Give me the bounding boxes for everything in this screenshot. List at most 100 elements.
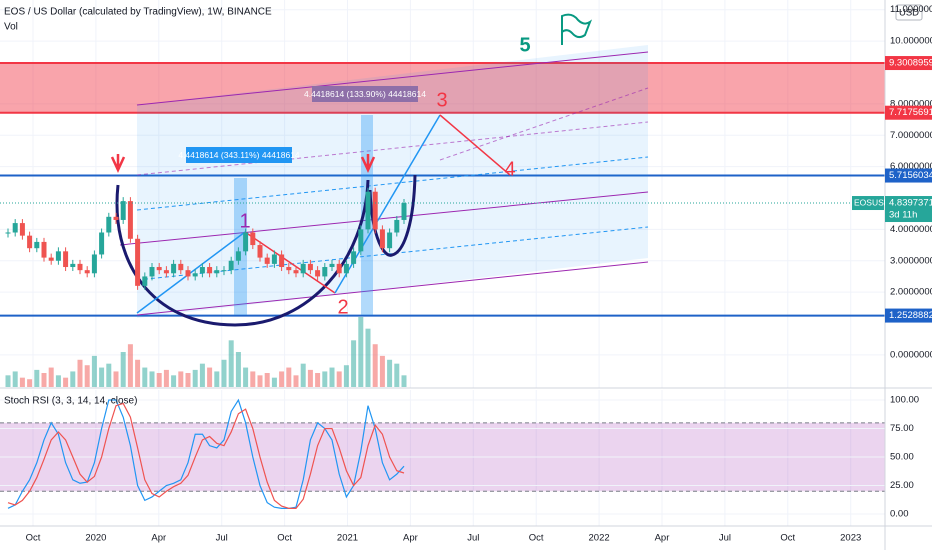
currency-button[interactable]	[895, 4, 923, 21]
volume-bar	[250, 371, 256, 387]
volume-bar	[221, 359, 227, 387]
volume-bar	[70, 371, 76, 387]
volume-bar	[41, 373, 47, 387]
x-tick-label: Jul	[467, 533, 479, 544]
candle	[41, 241, 47, 258]
candle	[264, 257, 270, 264]
candle	[351, 251, 357, 264]
candle	[307, 263, 313, 271]
rsi-tick-label: 100.00	[890, 395, 919, 406]
volume-bar	[19, 377, 25, 387]
candle	[365, 191, 371, 230]
volume-bar	[394, 363, 400, 387]
y-tick-label: 3.0000000	[890, 255, 932, 266]
candle	[387, 232, 393, 249]
candle	[379, 229, 385, 249]
wave-label: 2	[337, 296, 348, 318]
volume-bar	[84, 365, 90, 387]
candle	[127, 201, 133, 239]
candle	[271, 254, 277, 264]
candle	[163, 270, 169, 274]
measure-label: 4.4418614 (343.11%) 44418614	[178, 150, 300, 160]
volume-bar	[99, 367, 105, 387]
price-marks	[5, 187, 407, 509]
x-tick-label: 2020	[85, 533, 106, 544]
candle	[286, 267, 292, 271]
x-tick-label: Jul	[216, 533, 228, 544]
volume-bar	[228, 340, 234, 387]
y-tick-label: 8.0000000	[890, 98, 932, 109]
channel-line	[136, 121, 649, 176]
volume-bar	[264, 373, 270, 387]
volume-bar	[358, 317, 364, 387]
volume-bar	[106, 363, 112, 387]
rsi-d-line	[7, 402, 405, 509]
candle	[315, 270, 321, 277]
currency-label[interactable]: USD	[899, 8, 919, 19]
volume-bar	[214, 371, 220, 387]
candle	[27, 235, 33, 249]
candle	[120, 201, 126, 220]
level-price-label: 5.7156034	[889, 170, 932, 181]
drawings: 4.4418614 (343.11%) 44418614 4.4418614 (…	[110, 13, 649, 327]
volume-bar	[135, 359, 141, 387]
volume-bar	[91, 355, 97, 387]
volume-bar	[113, 371, 119, 387]
cup-curve	[115, 179, 370, 327]
volume-bar	[149, 371, 155, 387]
x-tick-label: Jul	[719, 533, 731, 544]
volume-label: Vol	[4, 22, 18, 33]
level-price-label: 9.3008959	[889, 58, 932, 69]
candle	[207, 267, 213, 274]
volume-bar	[365, 328, 371, 387]
volume-bar	[387, 359, 393, 387]
candle	[171, 263, 177, 274]
wave-label: 3	[436, 89, 447, 111]
candle	[149, 267, 155, 277]
volume-bar	[12, 371, 18, 387]
channel-line	[136, 156, 649, 211]
volume-bar	[5, 375, 11, 387]
candle	[214, 270, 220, 274]
candle	[300, 263, 306, 274]
volume-bar	[163, 369, 169, 387]
down-arrow	[110, 154, 126, 173]
candle	[70, 263, 76, 268]
volume-bar	[257, 375, 263, 387]
candle	[178, 263, 184, 271]
candle	[343, 263, 349, 274]
price-label: 4.8397371	[889, 198, 932, 209]
channel-line	[136, 51, 649, 106]
x-tick-label: 2023	[840, 533, 861, 544]
channel-line	[439, 87, 649, 161]
channel-line	[136, 226, 649, 281]
channel-line	[119, 191, 649, 246]
y-tick-label: 6.0000000	[890, 161, 932, 172]
candle	[235, 251, 241, 261]
volume-bar	[243, 367, 249, 387]
volume-bar	[271, 377, 277, 387]
candle	[19, 223, 25, 236]
volume-bar	[27, 379, 33, 387]
level-price-label: 1.2528882	[889, 310, 932, 321]
candle	[228, 260, 234, 271]
candle	[372, 191, 378, 230]
level-price-label: 7.7175691	[889, 107, 932, 118]
candle	[48, 257, 54, 261]
volume-bar	[286, 367, 292, 387]
volume-bar	[55, 375, 61, 387]
candle	[34, 241, 40, 249]
rsi-k-line	[7, 398, 405, 509]
candle	[185, 270, 191, 277]
volume-bar	[63, 377, 69, 387]
wave-label: 4	[504, 158, 515, 180]
candle	[401, 203, 407, 220]
candle	[99, 232, 105, 255]
candle	[192, 273, 198, 277]
wave-arrow	[136, 231, 246, 314]
x-tick-label: Apr	[151, 533, 166, 544]
candle	[279, 254, 285, 268]
volume-bar	[336, 371, 342, 387]
wave-arrow	[439, 114, 511, 176]
